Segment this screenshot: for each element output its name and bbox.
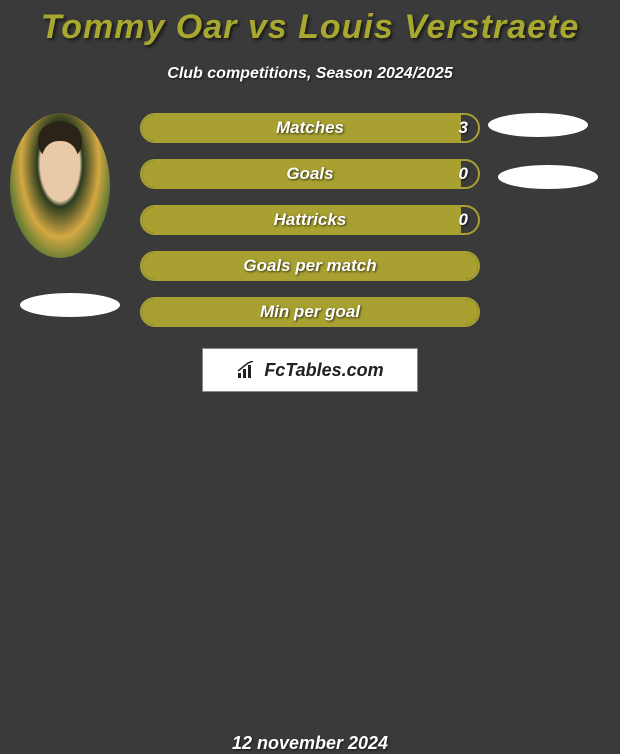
player-left-name-oval	[20, 293, 120, 317]
stat-bar-matches: Matches 3	[140, 113, 480, 143]
stat-bar-value: 3	[459, 115, 468, 141]
player-left-avatar	[10, 113, 110, 258]
stat-bar-label: Hattricks	[142, 207, 478, 233]
stat-bar-label: Min per goal	[142, 299, 478, 325]
stat-bar-label: Matches	[142, 115, 478, 141]
stat-bar-hattricks: Hattricks 0	[140, 205, 480, 235]
stat-bar-min-per-goal: Min per goal	[140, 297, 480, 327]
page-title: Tommy Oar vs Louis Verstraete	[0, 0, 620, 47]
stat-bar-value: 0	[459, 161, 468, 187]
stat-bar-goals: Goals 0	[140, 159, 480, 189]
stat-bars: Matches 3 Goals 0 Hattricks 0 Goals per …	[140, 113, 480, 343]
date-label: 12 november 2024	[0, 733, 620, 754]
player-right-oval-2	[498, 165, 598, 189]
stat-bar-value: 0	[459, 207, 468, 233]
chart-icon	[236, 361, 258, 379]
logo-text: FcTables.com	[264, 360, 383, 381]
stat-bar-label: Goals per match	[142, 253, 478, 279]
comparison-content: Matches 3 Goals 0 Hattricks 0 Goals per …	[0, 113, 620, 433]
player-right-oval-1	[488, 113, 588, 137]
subtitle: Club competitions, Season 2024/2025	[0, 65, 620, 83]
stat-bar-label: Goals	[142, 161, 478, 187]
stat-bar-goals-per-match: Goals per match	[140, 251, 480, 281]
logo-box: FcTables.com	[202, 348, 418, 392]
